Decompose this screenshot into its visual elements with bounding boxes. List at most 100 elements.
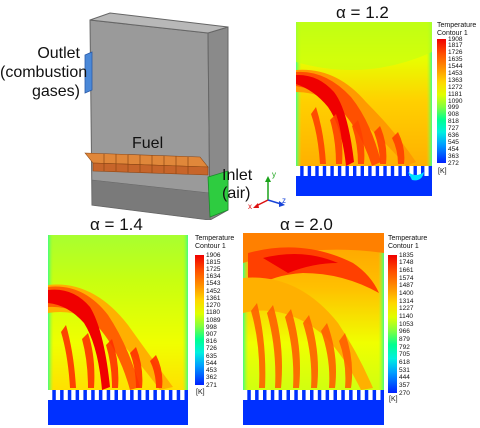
legend-tick-label: 1635 xyxy=(448,56,463,64)
grate-bar xyxy=(405,166,410,176)
legend-title-line1: Temperature xyxy=(388,235,428,242)
inlet-label: Inlet (air) xyxy=(222,167,252,203)
grate-bar xyxy=(168,390,173,400)
panel-a20-legend: Temperature Contour 1 1835 1748 1661 1574 14… xyxy=(388,235,438,405)
legend-tick-label: 531 xyxy=(399,366,410,374)
grate-bar xyxy=(413,166,417,176)
legend-tick-label: 272 xyxy=(448,159,459,167)
legend-tick-label: 1634 xyxy=(206,273,221,281)
legend-tick-label: 1227 xyxy=(399,305,414,313)
legend-tick-label: 357 xyxy=(399,381,410,389)
legend-tick-label: 818 xyxy=(448,118,459,126)
legend-tick-label: 1140 xyxy=(399,312,413,320)
outlet-label: Outlet (combustion gases) xyxy=(0,44,88,101)
legend-tick-label: 705 xyxy=(399,351,410,359)
inlet-label-line2: (air) xyxy=(222,185,251,202)
legend-tick-label: 1835 xyxy=(399,251,414,259)
panel-a14-title: α = 1.4 xyxy=(90,215,143,234)
grate-bar xyxy=(91,390,95,400)
grate-bar xyxy=(60,390,64,400)
panel-a20-unit: [K] xyxy=(389,396,398,403)
legend-tick-label: 1363 xyxy=(448,76,463,84)
legend-tick-label: 792 xyxy=(399,343,410,351)
grate-bar xyxy=(106,390,111,400)
fuel-label: Fuel xyxy=(132,135,164,152)
panel-a14-ticks: 1906 1815 1725 1634 1543 1452 1361 1270 1180 1089… xyxy=(206,252,236,391)
legend-tick-label: 1090 xyxy=(448,97,463,105)
legend-tick-label: 908 xyxy=(448,111,459,119)
legend-tick-label: 1053 xyxy=(399,320,414,328)
grate-bar xyxy=(302,390,306,400)
panel-a14-unit: [K] xyxy=(196,389,205,396)
outlet-label-line3: gases) xyxy=(31,83,80,100)
grate-bar xyxy=(161,390,165,400)
panel-a20-grate xyxy=(247,390,384,400)
furnace-3d-drawing xyxy=(84,12,229,221)
panel-a14-legend: Temperature Contour 1 1906 1815 1725 1634 15… xyxy=(195,235,238,400)
legend-tick-label: 1314 xyxy=(399,297,414,305)
legend-tick-label: 1272 xyxy=(448,83,463,91)
legend-tick-label: 999 xyxy=(448,104,459,112)
legend-tick-label: 907 xyxy=(206,330,217,338)
grate-bar xyxy=(317,390,322,400)
grate-bar xyxy=(153,390,157,400)
legend-tick-label: 1089 xyxy=(206,316,221,324)
legend-tick-label: 453 xyxy=(206,367,217,375)
fuel-bed xyxy=(84,152,209,176)
grate-bar xyxy=(383,166,387,176)
legend-tick-label: 1815 xyxy=(206,258,221,266)
outlet-label-line1: Outlet xyxy=(37,45,80,62)
legend-tick-label: 454 xyxy=(448,145,459,153)
grate-bar xyxy=(270,390,275,400)
grate-bar xyxy=(255,390,259,400)
grate-bar xyxy=(349,390,353,400)
legend-tick-label: 363 xyxy=(448,152,459,160)
legend-tick-label: 1908 xyxy=(448,35,463,43)
panel-a14-legend-title: Temperature Contour 1 xyxy=(195,235,238,251)
grate-bar xyxy=(300,166,304,176)
outlet-label-line2: (combustion xyxy=(0,64,88,81)
grate-bar xyxy=(83,390,87,400)
legend-tick-label: 1725 xyxy=(206,265,221,273)
panel-a14-colorbar xyxy=(195,255,204,385)
grate-bar xyxy=(145,390,150,400)
legend-tick-label: 362 xyxy=(206,374,217,382)
grate-bar xyxy=(286,390,290,400)
axis-y-label: y xyxy=(272,170,276,179)
legend-title-line2: Contour 1 xyxy=(437,30,468,37)
panel-a12-contour xyxy=(296,22,432,196)
legend-tick-label: 618 xyxy=(399,358,410,366)
grate-bar xyxy=(380,390,384,400)
grate-bar xyxy=(130,390,134,400)
legend-title-line2: Contour 1 xyxy=(388,243,419,250)
panel-a12-colorbar xyxy=(437,39,446,163)
panel-a14-contour xyxy=(48,235,188,425)
grate-bar xyxy=(372,390,377,400)
legend-tick-label: 1574 xyxy=(399,274,414,282)
inlet-label-line1: Inlet xyxy=(222,167,253,184)
legend-tick-label: 1400 xyxy=(399,289,414,297)
grate-bar xyxy=(52,390,56,400)
panel-a12-legend-title: Temperature Contour 1 xyxy=(437,22,480,38)
legend-tick-label: 1543 xyxy=(206,280,221,288)
grate-bar xyxy=(294,390,298,400)
legend-tick-label: 1453 xyxy=(448,69,463,77)
panel-a12-ticks: 1908 1817 1726 1635 1544 1453 1363 1272 1181 1090… xyxy=(448,35,478,169)
panel-a20-colorbar xyxy=(388,255,397,393)
legend-tick-label: 998 xyxy=(206,323,217,331)
legend-tick-label: 1180 xyxy=(206,309,220,317)
panel-a20-title: α = 2.0 xyxy=(280,215,333,234)
legend-tick-label: 726 xyxy=(206,345,217,353)
grate-bar xyxy=(184,390,188,400)
legend-tick-label: 1726 xyxy=(448,49,463,57)
legend-tick-label: 444 xyxy=(399,374,410,382)
legend-tick-label: 727 xyxy=(448,125,459,133)
panel-a12-title: α = 1.2 xyxy=(336,3,389,22)
grate-bar xyxy=(278,390,283,400)
legend-tick-label: 966 xyxy=(399,328,410,336)
legend-tick-label: 636 xyxy=(448,131,459,139)
grate-bar xyxy=(357,390,361,400)
legend-tick-label: 1748 xyxy=(399,259,414,267)
legend-tick-label: 635 xyxy=(206,352,217,360)
grate-bar xyxy=(421,166,425,176)
